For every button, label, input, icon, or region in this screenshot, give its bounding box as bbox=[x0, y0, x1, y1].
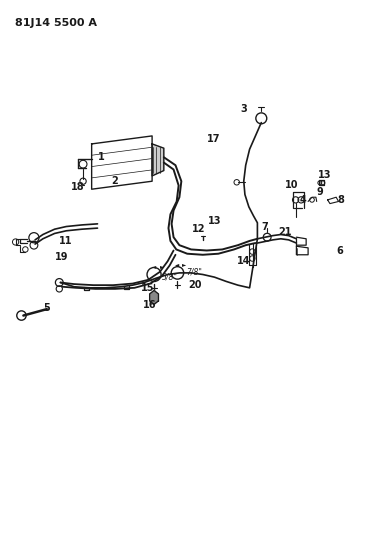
Text: 16: 16 bbox=[144, 300, 157, 310]
Text: ►: ► bbox=[183, 262, 186, 267]
Text: 19: 19 bbox=[55, 252, 68, 262]
Text: 20: 20 bbox=[188, 280, 202, 290]
Text: 2: 2 bbox=[112, 176, 119, 186]
Text: 14: 14 bbox=[237, 256, 250, 266]
Text: 9: 9 bbox=[316, 187, 323, 197]
Polygon shape bbox=[152, 144, 164, 176]
Text: 15: 15 bbox=[141, 283, 154, 293]
Text: 13: 13 bbox=[318, 170, 331, 180]
Text: 11: 11 bbox=[59, 236, 72, 246]
Text: 7: 7 bbox=[261, 222, 268, 231]
Text: 5/8": 5/8" bbox=[162, 273, 178, 281]
Text: 1: 1 bbox=[98, 152, 105, 162]
Text: 5: 5 bbox=[43, 303, 50, 313]
Text: 10: 10 bbox=[285, 181, 298, 190]
Polygon shape bbox=[150, 290, 158, 304]
Text: 12: 12 bbox=[192, 224, 206, 234]
Text: 81J14 5500 A: 81J14 5500 A bbox=[15, 18, 97, 28]
Text: 13: 13 bbox=[208, 216, 221, 226]
Polygon shape bbox=[92, 136, 152, 189]
Text: 4: 4 bbox=[300, 195, 307, 205]
Text: 6: 6 bbox=[337, 246, 344, 255]
Text: ►: ► bbox=[160, 264, 164, 269]
Text: 17: 17 bbox=[207, 134, 220, 143]
Text: ◄: ◄ bbox=[176, 262, 179, 267]
Text: 21: 21 bbox=[278, 227, 291, 237]
Text: ◄: ◄ bbox=[152, 264, 156, 269]
Text: 7/8": 7/8" bbox=[186, 268, 202, 276]
Text: 8: 8 bbox=[338, 195, 345, 205]
Text: 18: 18 bbox=[71, 182, 85, 191]
Text: 3: 3 bbox=[240, 104, 247, 114]
